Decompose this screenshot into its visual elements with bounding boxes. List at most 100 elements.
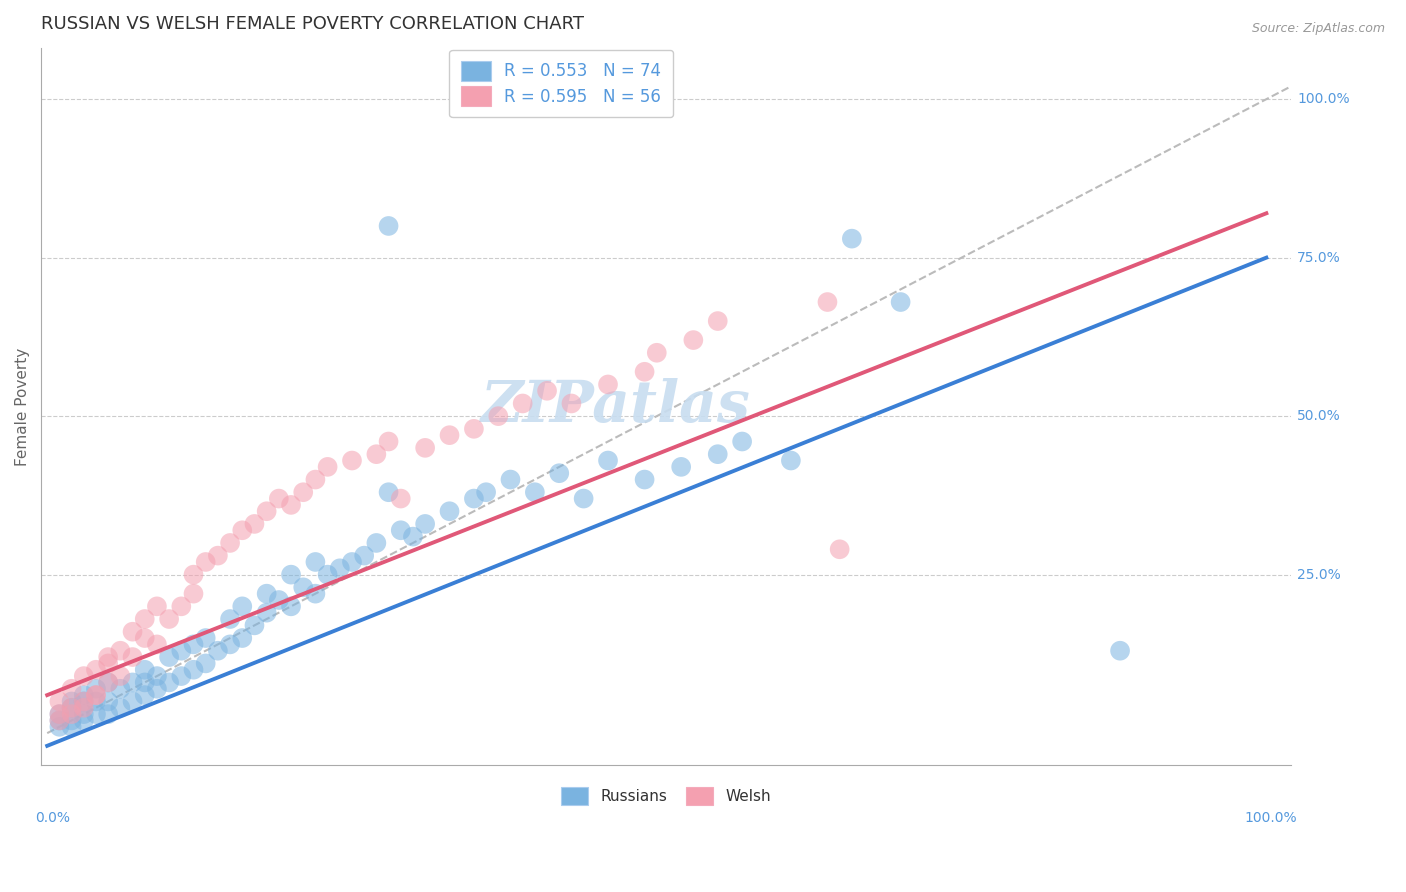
- Point: [183, 637, 205, 651]
- Point: [60, 700, 83, 714]
- Point: [60, 714, 83, 728]
- Point: [243, 618, 266, 632]
- Point: [231, 599, 253, 614]
- Point: [48, 714, 70, 728]
- Point: [304, 555, 326, 569]
- Point: [280, 567, 302, 582]
- Point: [560, 396, 582, 410]
- Point: [340, 453, 363, 467]
- Point: [183, 663, 205, 677]
- Point: [389, 491, 412, 506]
- Point: [110, 681, 132, 696]
- Point: [316, 459, 339, 474]
- Point: [97, 675, 120, 690]
- Point: [121, 675, 143, 690]
- Point: [548, 467, 571, 481]
- Point: [84, 681, 107, 696]
- Point: [731, 434, 754, 449]
- Text: 25.0%: 25.0%: [1296, 567, 1341, 582]
- Point: [463, 422, 485, 436]
- Point: [706, 314, 728, 328]
- Point: [183, 567, 205, 582]
- Point: [134, 612, 156, 626]
- Point: [256, 606, 278, 620]
- Point: [413, 516, 436, 531]
- Point: [48, 707, 70, 722]
- Point: [157, 675, 180, 690]
- Point: [267, 593, 290, 607]
- Point: [207, 644, 229, 658]
- Point: [84, 694, 107, 708]
- Point: [231, 631, 253, 645]
- Point: [219, 612, 242, 626]
- Point: [110, 700, 132, 714]
- Point: [121, 650, 143, 665]
- Point: [97, 657, 120, 671]
- Point: [97, 650, 120, 665]
- Point: [316, 567, 339, 582]
- Point: [340, 555, 363, 569]
- Point: [110, 669, 132, 683]
- Point: [219, 536, 242, 550]
- Text: 75.0%: 75.0%: [1296, 251, 1341, 265]
- Point: [292, 580, 315, 594]
- Point: [73, 714, 96, 728]
- Point: [329, 561, 352, 575]
- Point: [48, 694, 70, 708]
- Point: [84, 707, 107, 722]
- Point: [267, 491, 290, 506]
- Point: [439, 428, 461, 442]
- Point: [170, 599, 193, 614]
- Point: [134, 688, 156, 702]
- Text: RUSSIAN VS WELSH FEMALE POVERTY CORRELATION CHART: RUSSIAN VS WELSH FEMALE POVERTY CORRELAT…: [41, 15, 583, 33]
- Point: [73, 700, 96, 714]
- Point: [73, 669, 96, 683]
- Point: [97, 675, 120, 690]
- Point: [292, 485, 315, 500]
- Point: [256, 504, 278, 518]
- Point: [841, 232, 863, 246]
- Point: [73, 694, 96, 708]
- Y-axis label: Female Poverty: Female Poverty: [15, 348, 30, 466]
- Point: [669, 459, 692, 474]
- Point: [596, 377, 619, 392]
- Text: ZIPatlas: ZIPatlas: [481, 378, 751, 435]
- Point: [243, 516, 266, 531]
- Point: [828, 542, 851, 557]
- Point: [475, 485, 498, 500]
- Point: [280, 599, 302, 614]
- Point: [48, 714, 70, 728]
- Point: [377, 485, 399, 500]
- Point: [413, 441, 436, 455]
- Point: [48, 707, 70, 722]
- Point: [157, 612, 180, 626]
- Point: [366, 447, 388, 461]
- Point: [194, 555, 217, 569]
- Point: [512, 396, 534, 410]
- Point: [256, 587, 278, 601]
- Text: 100.0%: 100.0%: [1244, 812, 1296, 825]
- Point: [194, 631, 217, 645]
- Text: Source: ZipAtlas.com: Source: ZipAtlas.com: [1251, 22, 1385, 36]
- Point: [366, 536, 388, 550]
- Point: [121, 624, 143, 639]
- Point: [353, 549, 375, 563]
- Point: [463, 491, 485, 506]
- Point: [536, 384, 558, 398]
- Point: [304, 587, 326, 601]
- Point: [231, 523, 253, 537]
- Point: [402, 530, 425, 544]
- Legend: Russians, Welsh: Russians, Welsh: [555, 781, 778, 811]
- Point: [170, 644, 193, 658]
- Point: [97, 694, 120, 708]
- Text: 0.0%: 0.0%: [35, 812, 70, 825]
- Point: [706, 447, 728, 461]
- Point: [146, 599, 169, 614]
- Point: [60, 700, 83, 714]
- Point: [157, 650, 180, 665]
- Point: [121, 694, 143, 708]
- Point: [1109, 644, 1132, 658]
- Point: [84, 663, 107, 677]
- Point: [194, 657, 217, 671]
- Point: [73, 707, 96, 722]
